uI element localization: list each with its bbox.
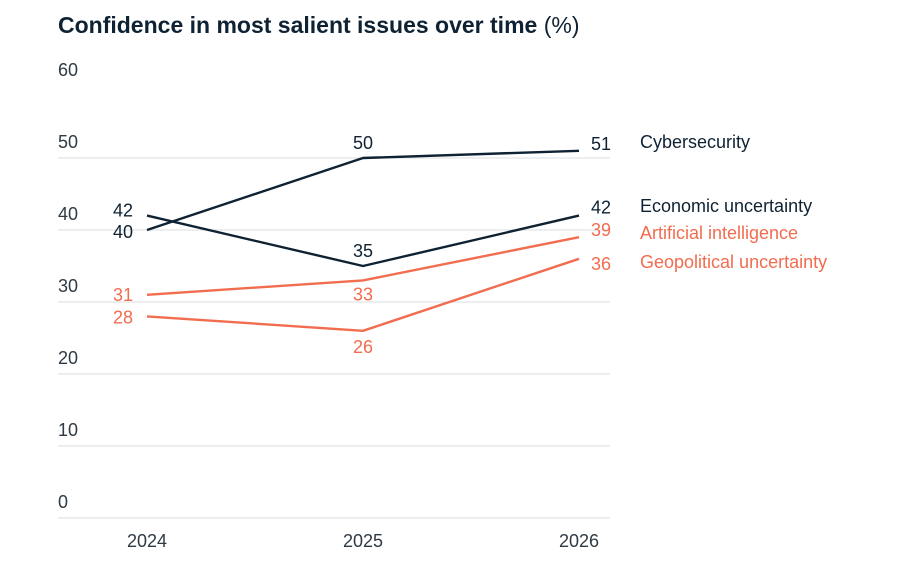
data-label: 40 (113, 222, 133, 242)
x-tick-label: 2024 (127, 531, 167, 551)
x-tick-label: 2025 (343, 531, 383, 551)
data-label: 39 (591, 220, 611, 240)
data-label: 35 (353, 241, 373, 261)
y-tick-label: 10 (58, 420, 78, 440)
series-line (146, 214, 580, 268)
series-name-label: Artificial intelligence (640, 223, 798, 243)
data-label: 51 (591, 134, 611, 154)
series-name-label: Cybersecurity (640, 132, 750, 152)
y-tick-label: 20 (58, 348, 78, 368)
y-tick-label: 40 (58, 204, 78, 224)
series-line (146, 236, 580, 296)
x-tick-label: 2026 (559, 531, 599, 551)
series-line (146, 149, 580, 232)
data-label: 36 (591, 254, 611, 274)
data-label: 42 (113, 201, 133, 221)
data-label: 28 (113, 307, 133, 327)
y-tick-label: 30 (58, 276, 78, 296)
chart-title-unit: (%) (543, 12, 580, 38)
data-label: 26 (353, 337, 373, 357)
series-line (146, 257, 580, 332)
data-label: 33 (353, 284, 373, 304)
data-label: 50 (353, 133, 373, 153)
series-name-label: Economic uncertainty (640, 196, 812, 216)
data-label: 31 (113, 285, 133, 305)
y-tick-label: 50 (58, 132, 78, 152)
series-name-label: Geopolitical uncertainty (640, 252, 827, 272)
data-label: 42 (591, 198, 611, 218)
chart-title: Confidence in most salient issues over t… (58, 12, 579, 39)
y-tick-label: 60 (58, 60, 78, 80)
chart-title-text: Confidence in most salient issues over t… (58, 12, 538, 38)
y-tick-label: 0 (58, 492, 68, 512)
